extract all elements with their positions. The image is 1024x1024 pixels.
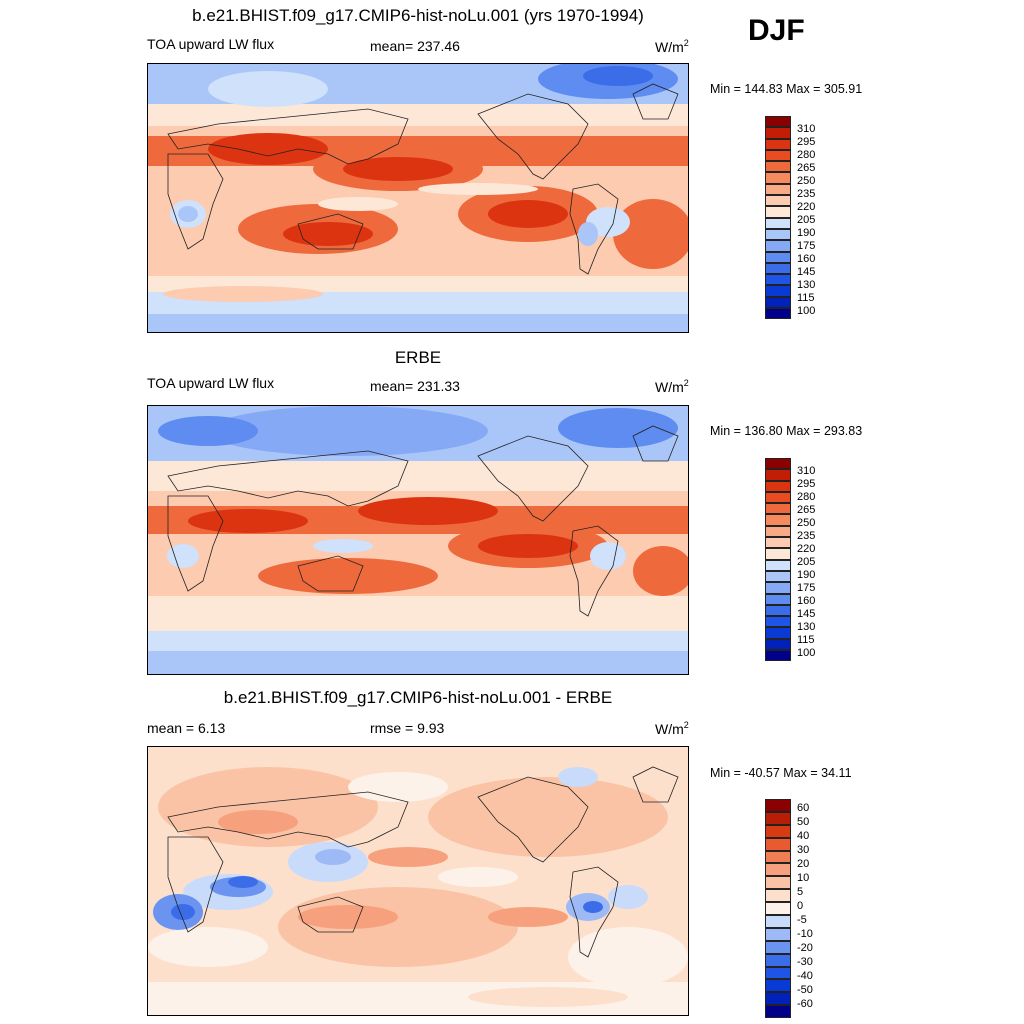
map-obs [147, 405, 689, 675]
colorbar-label: 100 [797, 305, 816, 317]
colorbar-label: 190 [797, 227, 816, 239]
colorbar-label: 10 [797, 872, 810, 884]
panel-variable-label-obs: TOA upward LW flux [147, 375, 275, 391]
colorbar-model: 310 295 280 265 250 235 220 205 190 175 … [765, 116, 815, 320]
colorbar-label: 190 [797, 569, 816, 581]
colorbar-label: -10 [797, 928, 813, 940]
colorbar-label: -20 [797, 942, 813, 954]
colorbar-label: 40 [797, 830, 810, 842]
colorbar-label: -30 [797, 956, 813, 968]
panel-minmax-model: Min = 144.83 Max = 305.91 [710, 82, 863, 96]
colorbar-label: -5 [797, 914, 807, 926]
colorbar-label: 175 [797, 582, 816, 594]
colorbar-label: 115 [797, 292, 815, 304]
colorbar-diff: 60 50 40 30 20 10 5 0 -5 -10 -20 -30 -40… [765, 799, 813, 1019]
panel-title-obs: ERBE [394, 348, 442, 367]
colorbar-label: 100 [797, 647, 816, 659]
colorbar-label: 130 [797, 279, 816, 291]
season-label: DJF [748, 14, 805, 47]
colorbar-label: 160 [797, 595, 816, 607]
colorbar-label: 265 [797, 162, 816, 174]
colorbar-label: 30 [797, 844, 810, 856]
panel-title-diff: b.e21.BHIST.f09_g17.CMIP6-hist-noLu.001 … [223, 688, 613, 707]
colorbar-label: 310 [797, 123, 816, 135]
colorbar-label: 280 [797, 149, 816, 161]
colorbar-label: 20 [797, 858, 810, 870]
colorbar-label: 280 [797, 491, 816, 503]
colorbar-label: 0 [797, 900, 804, 912]
map-field-model [148, 64, 688, 332]
panel-mean-obs: mean= 231.33 [370, 378, 460, 394]
colorbar-label: -50 [797, 984, 813, 996]
panel-mean-model: mean= 237.46 [370, 38, 460, 54]
colorbar-label: 5 [797, 886, 804, 898]
colorbar-label: 295 [797, 136, 816, 148]
colorbar-label: 235 [797, 188, 816, 200]
panel-units-obs: W/m2 [655, 378, 689, 395]
colorbar-label: 220 [797, 201, 816, 213]
map-model [147, 63, 689, 333]
map-field-diff [148, 747, 688, 1015]
panel-minmax-diff: Min = -40.57 Max = 34.11 [710, 766, 852, 780]
colorbar-label: 250 [797, 517, 816, 529]
colorbar-obs: 310 295 280 265 250 235 220 205 190 175 … [765, 458, 815, 662]
colorbar-label: -40 [797, 970, 813, 982]
colorbar-label: 115 [797, 634, 815, 646]
colorbar-label: 175 [797, 240, 816, 252]
colorbar-label: 130 [797, 621, 816, 633]
colorbar-label: 220 [797, 543, 816, 555]
colorbar-label: 265 [797, 504, 816, 516]
colorbar-label: 160 [797, 253, 816, 265]
colorbar-label: 50 [797, 816, 810, 828]
colorbar-label: 295 [797, 478, 816, 490]
panel-minmax-obs: Min = 136.80 Max = 293.83 [710, 424, 863, 438]
panel-units-model: W/m2 [655, 38, 689, 55]
colorbar-label: -60 [797, 998, 813, 1010]
colorbar-label: 60 [797, 802, 810, 814]
panel-title-model: b.e21.BHIST.f09_g17.CMIP6-hist-noLu.001 … [192, 6, 644, 25]
panel-variable-label-model: TOA upward LW flux [147, 36, 275, 52]
colorbar-label: 250 [797, 175, 816, 187]
colorbar-label: 145 [797, 608, 816, 620]
colorbar-label: 235 [797, 530, 816, 542]
colorbar-label: 205 [797, 556, 816, 568]
colorbar-label: 205 [797, 214, 816, 226]
colorbar-label: 145 [797, 266, 816, 278]
panel-rmse-diff: rmse = 9.93 [370, 720, 445, 736]
panel-mean-diff: mean = 6.13 [147, 720, 226, 736]
colorbar-label: 310 [797, 465, 816, 477]
map-diff [147, 746, 689, 1016]
map-field-obs [148, 406, 688, 674]
panel-units-diff: W/m2 [655, 720, 689, 737]
